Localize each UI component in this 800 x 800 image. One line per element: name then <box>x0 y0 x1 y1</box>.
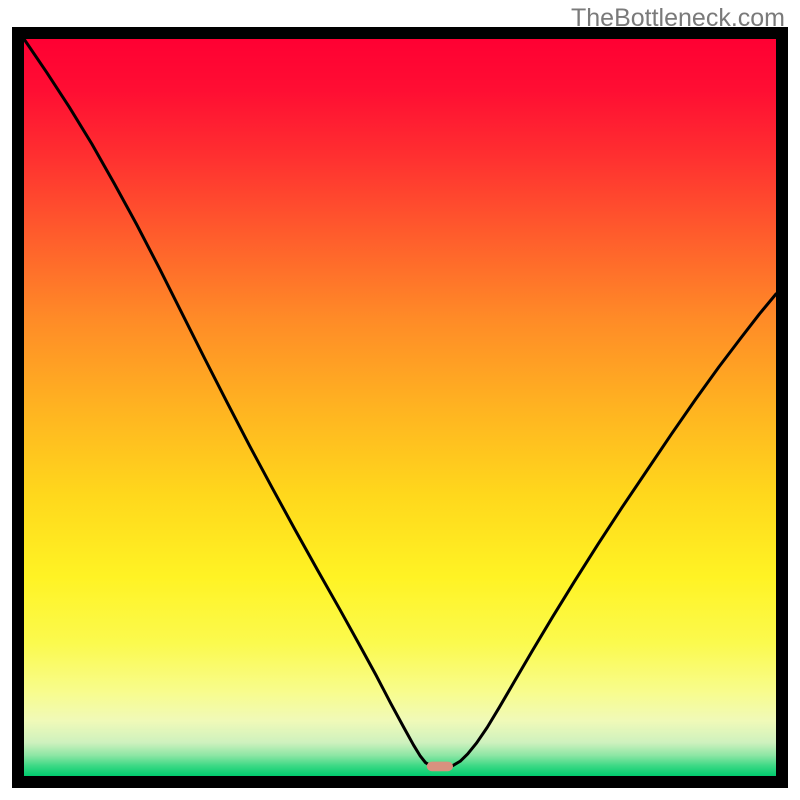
plot-gradient-background <box>24 39 776 776</box>
chart-container: TheBottleneck.com <box>0 0 800 800</box>
minimum-marker <box>427 762 453 772</box>
watermark-text: TheBottleneck.com <box>571 4 785 33</box>
bottleneck-curve-chart <box>0 0 800 800</box>
